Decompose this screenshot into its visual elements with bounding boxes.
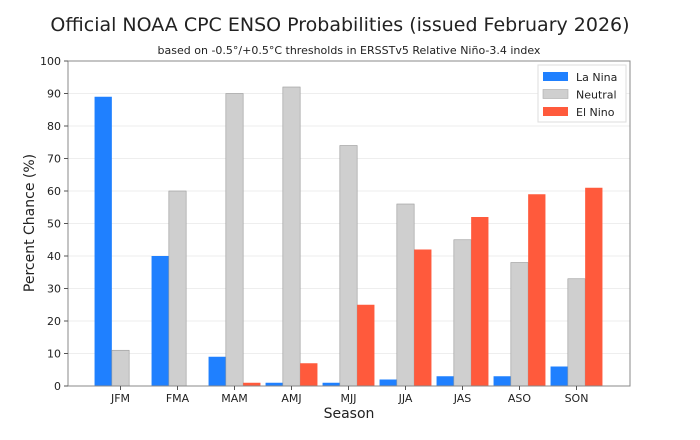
y-tick-label: 50: [47, 218, 61, 231]
y-tick-label: 40: [47, 250, 61, 263]
x-tick-label: SON: [565, 392, 589, 405]
bar-neutral-son: [567, 278, 586, 387]
legend-label: Neutral: [576, 89, 617, 102]
bars: [94, 86, 603, 387]
bar-la-nina-fma: [151, 256, 169, 386]
bar-el-nino-amj: [300, 363, 318, 386]
y-tick-label: 0: [54, 380, 61, 393]
legend-swatch-el-nino: [543, 107, 568, 116]
bar-el-nino-son: [585, 187, 603, 386]
bar-la-nina-jas: [436, 376, 454, 386]
y-tick-label: 10: [47, 348, 61, 361]
bar-neutral-jas: [453, 239, 472, 387]
legend-swatch-neutral: [542, 89, 569, 99]
bar-la-nina-amj: [265, 382, 283, 386]
legend-swatch-la-nina: [543, 72, 568, 81]
bar-el-nino-mjj: [357, 304, 375, 386]
bar-neutral-mam: [225, 93, 244, 387]
bar-el-nino-jas: [471, 217, 489, 386]
chart-subtitle: based on -0.5°/+0.5°C thresholds in ERSS…: [158, 44, 541, 57]
y-tick-label: 20: [47, 315, 61, 328]
x-tick-label: MJJ: [341, 392, 357, 405]
bar-la-nina-jfm: [94, 96, 112, 386]
bar-la-nina-aso: [493, 376, 511, 386]
x-axis-label: Season: [324, 406, 375, 422]
bar-neutral-aso: [510, 262, 529, 387]
x-tick-label: MAM: [221, 392, 248, 405]
bar-neutral-mjj: [339, 145, 358, 387]
bar-la-nina-mam: [208, 356, 226, 386]
bar-la-nina-mjj: [322, 382, 340, 386]
bar-el-nino-aso: [528, 194, 546, 386]
bar-neutral-fma: [168, 190, 187, 387]
legend-label: La Nina: [576, 71, 617, 84]
x-tick-label: FMA: [166, 392, 190, 405]
bar-el-nino-jja: [414, 249, 432, 386]
bar-neutral-jfm: [111, 349, 130, 387]
bar-neutral-jja: [396, 203, 415, 387]
y-axis-label: Percent Chance (%): [22, 154, 38, 292]
x-ticks: JFM FMA MAM AMJ MJJ JJA JAS ASO SON: [110, 386, 588, 405]
bar-el-nino-mam: [243, 382, 261, 386]
y-tick-label: 80: [47, 120, 61, 133]
x-tick-label: AMJ: [281, 392, 301, 405]
y-tick-label: 60: [47, 185, 61, 198]
x-tick-label: ASO: [508, 392, 532, 405]
y-tick-label: 30: [47, 283, 61, 296]
chart-title: Official NOAA CPC ENSO Probabilities (is…: [50, 14, 629, 36]
bar-la-nina-jja: [379, 379, 397, 386]
bar-la-nina-son: [550, 366, 568, 386]
bar-neutral-amj: [282, 86, 301, 387]
y-tick-label: 90: [47, 88, 61, 101]
x-tick-label: JJA: [398, 392, 413, 405]
legend: La Nina Neutral El Nino: [537, 64, 627, 123]
x-tick-label: JAS: [453, 392, 472, 405]
y-ticks: 0 10 20 30 40 50 60 70 80 90 100: [40, 55, 68, 393]
legend-label: El Nino: [576, 106, 615, 119]
y-tick-label: 100: [40, 55, 61, 68]
x-tick-label: JFM: [110, 392, 130, 405]
y-tick-label: 70: [47, 153, 61, 166]
